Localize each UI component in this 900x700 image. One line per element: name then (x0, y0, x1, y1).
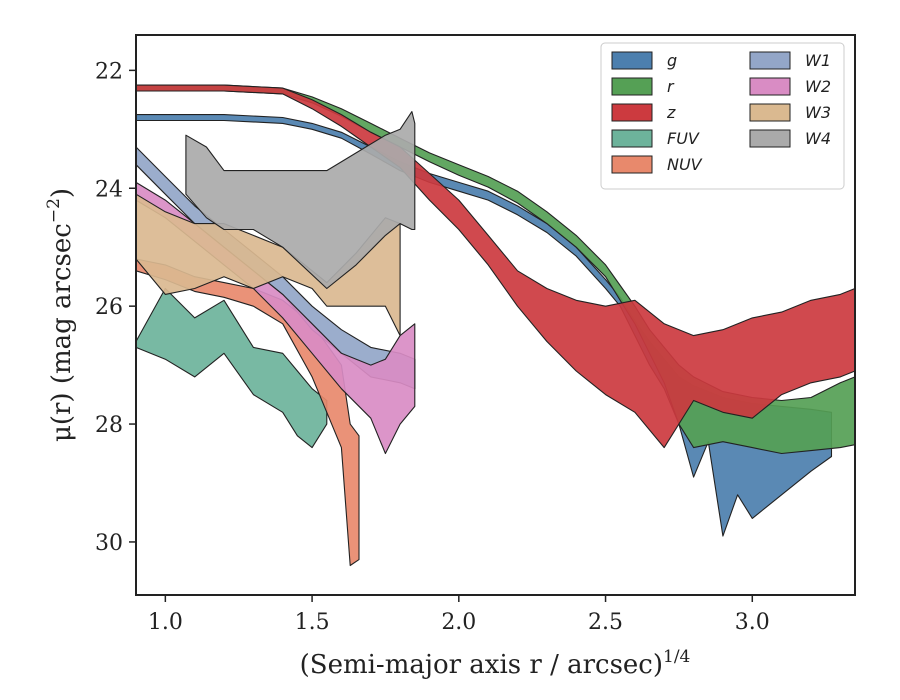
legend-label-w4: W4 (805, 129, 831, 148)
band-fuv (135, 287, 328, 449)
y-axis-label: μ(r) (mag arcsec−2) (44, 188, 77, 442)
legend-label-r: r (667, 77, 675, 96)
legend-swatch-z (611, 103, 653, 122)
y-tick-label: 22 (95, 59, 123, 84)
legend-swatch-g (611, 51, 653, 70)
legend-label-g: g (667, 51, 677, 70)
legend-label-z: z (666, 103, 676, 122)
x-tick-label: 2.5 (588, 610, 623, 635)
legend-swatch-w4 (749, 129, 791, 148)
legend-label-nuv: NUV (667, 155, 703, 174)
x-tick-label: 2.0 (441, 610, 476, 635)
legend-swatch-w3 (749, 103, 791, 122)
legend-label-w2: W2 (805, 77, 831, 96)
x-axis-label-exponent: 1/4 (663, 647, 690, 667)
legend-swatch-w1 (749, 51, 791, 70)
y-tick-label: 26 (95, 295, 123, 320)
x-tick-label: 3.0 (735, 610, 770, 635)
legend-label-fuv: FUV (667, 129, 700, 148)
x-tick-label: 1.5 (295, 610, 330, 635)
band-w3 (135, 193, 401, 337)
band-w4 (185, 111, 416, 290)
y-tick-label: 30 (95, 531, 123, 556)
y-axis-label-exponent: −2 (44, 198, 64, 223)
y-axis-ticks: 22 24 26 28 30 (95, 59, 136, 556)
legend-swatch-nuv (611, 155, 653, 174)
legend: grz FUV NUV W1 W2 W3 W4 (600, 42, 845, 190)
legend-swatch-fuv (611, 129, 653, 148)
plot-frame (135, 34, 856, 596)
profile-bands (135, 84, 856, 567)
legend-label-w1: W1 (805, 51, 831, 70)
x-tick-label: 1.0 (148, 610, 183, 635)
legend-label-w3: W3 (805, 103, 831, 122)
y-tick-label: 28 (95, 413, 123, 438)
band-g (135, 114, 833, 537)
x-axis-label: (Semi-major axis r / arcsec)1/4 (300, 647, 691, 680)
legend-swatch-r (611, 77, 653, 96)
y-tick-label: 24 (95, 177, 123, 202)
x-axis-ticks: 1.0 1.5 2.0 2.5 3.0 (148, 595, 770, 635)
legend-swatch-w2 (749, 77, 791, 96)
